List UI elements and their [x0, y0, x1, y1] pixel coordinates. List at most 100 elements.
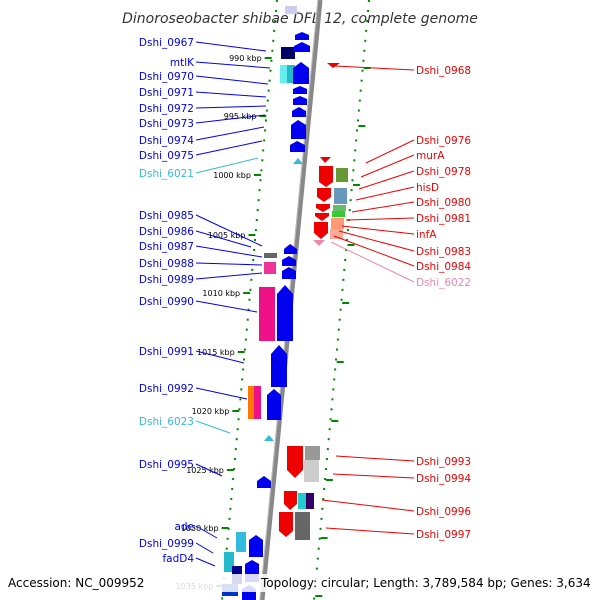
left-label-connector [195, 420, 231, 434]
gene-label[interactable]: Dshi_0990 [139, 296, 194, 308]
left-label-connector [195, 557, 216, 567]
right-label-connector [345, 217, 415, 221]
gene-label[interactable]: Dshi_0988 [139, 258, 194, 270]
left-label-connector [195, 230, 252, 248]
gene-label[interactable]: Dshi_0974 [139, 135, 194, 147]
gene-label[interactable]: Dshi_0994 [416, 473, 471, 485]
gene-label[interactable]: Dshi_0984 [416, 261, 471, 273]
gene-label[interactable]: Dshi_0972 [139, 103, 194, 115]
right-label-connector [321, 499, 415, 512]
gene-label[interactable]: Dshi_0991 [139, 346, 194, 358]
gene-label[interactable]: Dshi_0978 [416, 166, 471, 178]
forward-gene-arrow [277, 285, 293, 341]
feature-block [330, 229, 343, 239]
left-label-connector [195, 91, 267, 98]
right-label-connector [334, 65, 415, 71]
forward-gene-arrow [293, 62, 309, 84]
reverse-gene-arrow [319, 166, 333, 187]
reverse-gene-arrow [320, 157, 331, 163]
right-label-connector [338, 230, 415, 252]
feature-block [287, 65, 295, 83]
forward-gene-arrow [284, 244, 297, 254]
feature-block [334, 188, 347, 204]
feature-block [336, 168, 348, 182]
gene-label[interactable]: Dshi_0999 [139, 538, 194, 550]
gene-label[interactable]: Dshi_0983 [416, 246, 471, 258]
gene-label[interactable]: ade [174, 521, 194, 533]
rna-arrow [313, 240, 325, 246]
gene-label[interactable]: Dshi_0968 [416, 65, 471, 77]
gene-label[interactable]: Dshi_0975 [139, 150, 194, 162]
rna-arrow [264, 435, 274, 441]
left-label-connector [195, 525, 218, 539]
gene-label[interactable]: infA [416, 229, 437, 241]
right-label-connector [360, 154, 415, 178]
gene-label[interactable]: mtlK [170, 57, 195, 69]
kbp-tick-label: 995 kbp [224, 112, 257, 121]
forward-gene-arrow [291, 120, 306, 139]
feature-block [285, 6, 297, 14]
guide-lines [221, 0, 370, 600]
forward-gene-arrow [290, 141, 305, 152]
rna-arrow [293, 158, 303, 164]
left-label-connector [195, 350, 245, 364]
feature-block [280, 65, 287, 83]
left-label-connector [195, 41, 267, 52]
left-label-connector [195, 140, 263, 156]
gene-label[interactable]: Dshi_0992 [139, 383, 194, 395]
left-label-connector [195, 387, 248, 400]
gene-label[interactable]: Dshi_0981 [416, 213, 471, 225]
kbp-tick-label: 1005 kbp [208, 231, 246, 240]
feature-block [264, 253, 277, 258]
kbp-tick-label: 990 kbp [229, 54, 262, 63]
forward-gene-arrow [295, 32, 309, 40]
forward-gene-arrow [293, 96, 307, 105]
left-label-connector [195, 114, 266, 124]
gene-label[interactable]: Dshi_0970 [139, 71, 194, 83]
left-label-connector [195, 542, 214, 554]
kbp-tick-label: 1020 kbp [192, 407, 230, 416]
feature-block [306, 493, 314, 509]
right-label-connector [332, 473, 415, 479]
gene-label[interactable]: Dshi_0989 [139, 274, 194, 286]
gene-label[interactable]: Dshi_0973 [139, 118, 194, 130]
forward-gene-arrow [257, 476, 271, 488]
gene-label[interactable]: Dshi_6023 [139, 416, 194, 428]
reverse-gene-arrow [314, 222, 328, 239]
gene-label[interactable]: Dshi_0996 [416, 506, 471, 518]
gene-label[interactable]: Dshi_0993 [416, 456, 471, 468]
gene-label[interactable]: fadD4 [162, 553, 194, 565]
gene-label[interactable]: Dshi_0980 [416, 197, 471, 209]
reverse-gene-arrow [327, 63, 340, 68]
gene-label[interactable]: Dshi_0986 [139, 226, 194, 238]
gene-label[interactable]: Dshi_0971 [139, 87, 194, 99]
forward-gene-arrow [249, 535, 263, 557]
gene-label[interactable]: hisD [416, 182, 439, 194]
right-label-connector [365, 139, 415, 164]
reverse-strand-features [279, 63, 348, 540]
accession-text: Accession: NC_009952 [8, 576, 144, 590]
gene-label[interactable]: Dshi_6022 [416, 277, 471, 289]
gene-label[interactable]: Dshi_0995 [139, 459, 194, 471]
gene-label[interactable]: Dshi_0987 [139, 241, 194, 253]
gene-label[interactable]: Dshi_0967 [139, 37, 194, 49]
gene-label[interactable]: Dshi_0997 [416, 529, 471, 541]
gene-label[interactable]: Dshi_0985 [139, 210, 194, 222]
gene-label[interactable]: murA [416, 150, 445, 162]
left-label-connector [195, 214, 263, 247]
right-label-connector [335, 455, 415, 462]
left-label-layer: Dshi_0967 mtlK Dshi_0970 Dshi_0971 Dshi_0972… [139, 37, 271, 567]
forward-gene-arrow [282, 256, 296, 266]
feature-block [248, 386, 254, 419]
right-label-connector [358, 170, 415, 190]
forward-gene-arrow [293, 86, 307, 94]
gene-label[interactable]: Dshi_0976 [416, 135, 471, 147]
feature-block [331, 218, 344, 229]
feature-block [264, 262, 276, 274]
topology-text: Topology: circular; Length: 3,789,584 bp… [260, 576, 591, 590]
feature-block [254, 386, 261, 419]
gene-label[interactable]: Dshi_6021 [139, 168, 194, 180]
left-label-connector [195, 157, 259, 174]
forward-gene-arrow [271, 345, 287, 387]
footer-background [0, 574, 600, 592]
